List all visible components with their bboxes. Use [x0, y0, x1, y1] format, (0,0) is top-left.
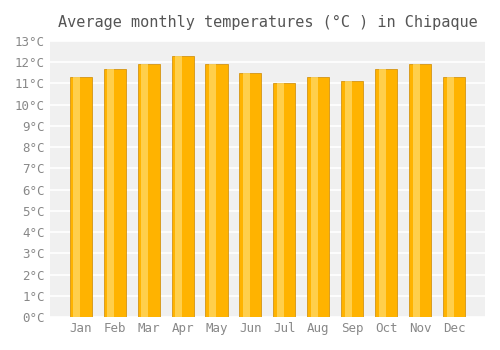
Bar: [345, 81, 352, 317]
Bar: [277, 83, 284, 317]
Bar: [308, 77, 330, 317]
Bar: [409, 64, 432, 317]
Bar: [138, 64, 160, 317]
Bar: [342, 81, 363, 317]
Bar: [412, 64, 420, 317]
Bar: [107, 69, 114, 317]
Bar: [175, 56, 182, 317]
Bar: [274, 83, 295, 317]
Bar: [70, 77, 92, 317]
Bar: [375, 69, 398, 317]
Bar: [311, 77, 318, 317]
Bar: [443, 77, 465, 317]
Bar: [379, 69, 386, 317]
Bar: [240, 73, 262, 317]
Bar: [73, 77, 80, 317]
Bar: [172, 56, 194, 317]
Bar: [141, 64, 148, 317]
Bar: [243, 73, 250, 317]
Title: Average monthly temperatures (°C ) in Chipaque: Average monthly temperatures (°C ) in Ch…: [58, 15, 478, 30]
Bar: [206, 64, 228, 317]
Bar: [209, 64, 216, 317]
Bar: [104, 69, 126, 317]
Bar: [446, 77, 454, 317]
